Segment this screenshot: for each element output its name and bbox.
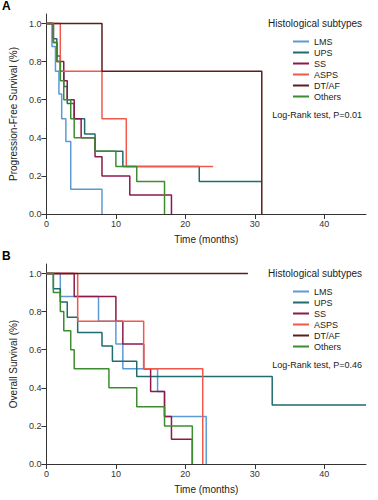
svg-text:UPS: UPS [314, 298, 333, 308]
svg-text:0.2: 0.2 [29, 421, 42, 431]
svg-text:Others: Others [314, 92, 342, 102]
svg-text:1.0: 1.0 [29, 19, 42, 29]
svg-text:ASPS: ASPS [314, 70, 338, 80]
svg-text:40: 40 [319, 219, 329, 229]
svg-text:40: 40 [319, 469, 329, 479]
svg-text:DT/AF: DT/AF [314, 331, 341, 341]
svg-text:0: 0 [44, 469, 49, 479]
svg-text:DT/AF: DT/AF [314, 81, 341, 91]
svg-text:0.8: 0.8 [29, 307, 42, 317]
svg-text:30: 30 [250, 469, 260, 479]
svg-text:Progression-Free Survival (%): Progression-Free Survival (%) [8, 47, 19, 181]
svg-text:LMS: LMS [314, 287, 333, 297]
svg-text:Histological subtypes: Histological subtypes [268, 268, 362, 279]
svg-text:0.6: 0.6 [29, 95, 42, 105]
svg-text:10: 10 [111, 469, 121, 479]
svg-text:Histological subtypes: Histological subtypes [268, 18, 362, 29]
svg-text:1.0: 1.0 [29, 269, 42, 279]
svg-text:0: 0 [44, 219, 49, 229]
svg-text:Time (months): Time (months) [174, 234, 238, 245]
svg-text:Overall Survival (%): Overall Survival (%) [8, 320, 19, 408]
svg-text:0.0: 0.0 [29, 209, 42, 219]
svg-text:0.4: 0.4 [29, 133, 42, 143]
svg-text:B: B [2, 249, 11, 263]
svg-text:A: A [2, 0, 11, 13]
svg-text:UPS: UPS [314, 48, 333, 58]
svg-text:SS: SS [314, 59, 326, 69]
svg-text:0.4: 0.4 [29, 383, 42, 393]
svg-text:10: 10 [111, 219, 121, 229]
svg-text:Log-Rank test, P=0.01: Log-Rank test, P=0.01 [272, 110, 362, 120]
svg-text:0.6: 0.6 [29, 345, 42, 355]
svg-text:ASPS: ASPS [314, 320, 338, 330]
svg-text:0.8: 0.8 [29, 57, 42, 67]
svg-text:Time (months): Time (months) [174, 484, 238, 495]
svg-text:SS: SS [314, 309, 326, 319]
svg-text:Others: Others [314, 342, 342, 352]
svg-text:Log-Rank test, P=0.46: Log-Rank test, P=0.46 [272, 360, 362, 370]
svg-text:0.0: 0.0 [29, 459, 42, 469]
svg-text:LMS: LMS [314, 37, 333, 47]
svg-text:30: 30 [250, 219, 260, 229]
svg-text:0.2: 0.2 [29, 171, 42, 181]
svg-text:20: 20 [180, 469, 190, 479]
svg-text:20: 20 [180, 219, 190, 229]
